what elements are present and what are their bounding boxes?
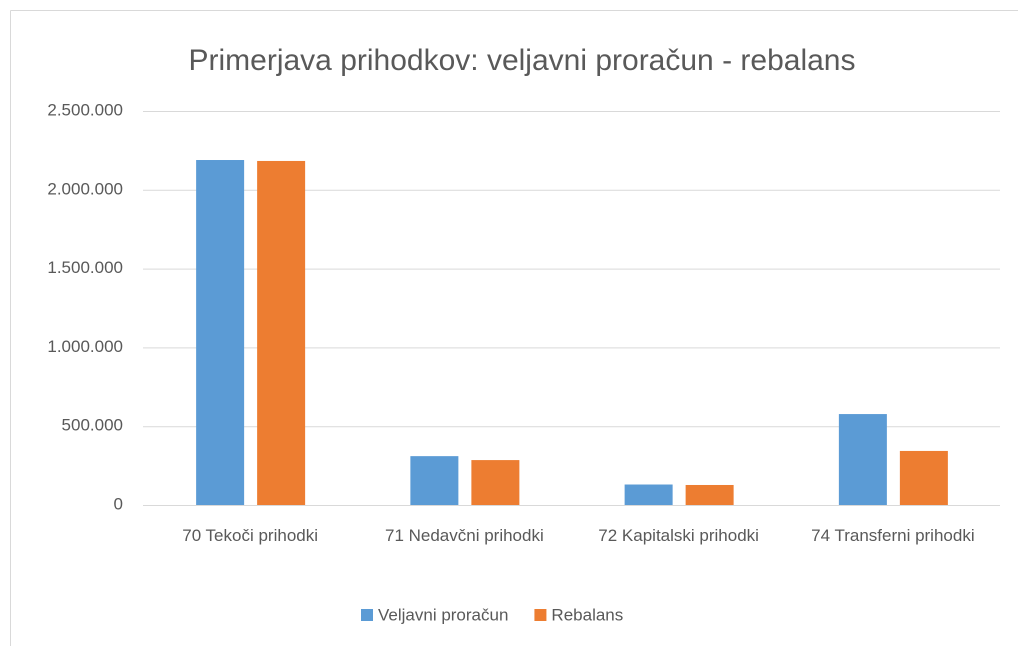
legend-label: Veljavni proračun — [378, 605, 508, 624]
y-tick-label: 1.000.000 — [47, 337, 123, 356]
bar — [471, 460, 520, 505]
y-tick-label: 1.500.000 — [47, 258, 123, 277]
x-tick-label: 70 Tekoči prihodki — [182, 526, 319, 545]
bar — [196, 160, 245, 505]
x-tick-label: 71 Nedavčni prihodki — [384, 526, 544, 545]
y-tick-label: 500.000 — [62, 416, 123, 435]
chart-title: Primerjava prihodkov: veljavni proračun … — [189, 44, 856, 77]
bar — [257, 160, 306, 505]
bar — [410, 456, 459, 505]
bar — [685, 484, 734, 505]
legend-swatch — [534, 609, 547, 621]
bar — [838, 414, 887, 505]
y-tick-label: 2.500.000 — [47, 100, 123, 119]
bar — [624, 484, 673, 505]
bar — [899, 450, 948, 505]
x-tick-label: 72 Kapitalski prihodki — [598, 526, 759, 545]
legend-label: Rebalans — [551, 605, 623, 624]
x-tick-label: 74 Transferni prihodki — [811, 526, 975, 545]
y-tick-label: 0 — [114, 494, 123, 513]
legend-swatch — [361, 609, 373, 621]
y-tick-label: 2.000.000 — [47, 179, 123, 198]
